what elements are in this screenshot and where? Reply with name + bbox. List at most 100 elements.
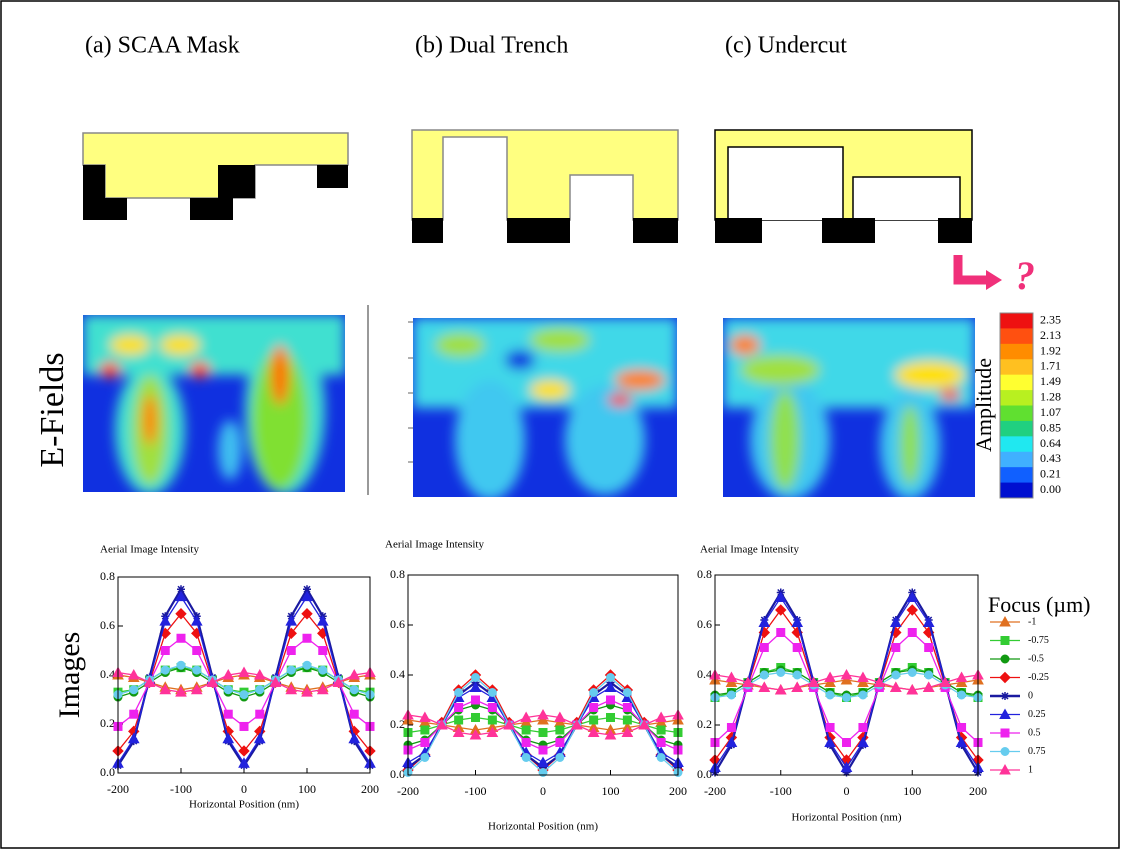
marker (287, 647, 295, 655)
colorbar-band (1000, 313, 1033, 329)
marker (556, 754, 564, 762)
x-tick-label: 100 (602, 784, 620, 798)
efield-map (723, 318, 975, 500)
marker (727, 691, 735, 699)
marker (859, 724, 867, 732)
marker (130, 686, 138, 694)
panel-title: (c) Undercut (725, 33, 847, 59)
colorbar-label: 1.71 (1040, 359, 1061, 373)
marker (1001, 729, 1009, 737)
legend-label: -1 (1028, 616, 1036, 627)
marker (522, 739, 530, 747)
plot-area (710, 589, 983, 777)
marker (472, 696, 480, 704)
marker (657, 726, 665, 734)
marker (607, 714, 615, 722)
colorbar-band (1000, 344, 1033, 360)
legend-label: 0.75 (1028, 746, 1046, 757)
marker (538, 710, 548, 719)
marker (924, 618, 934, 627)
marker (488, 704, 496, 712)
annotation: ? (1015, 253, 1035, 298)
marker (777, 669, 785, 677)
marker (239, 668, 249, 677)
marker (224, 686, 232, 694)
x-tick-label: 100 (298, 782, 316, 796)
legend-label: 0.25 (1028, 709, 1046, 720)
x-tick-label: 100 (903, 784, 921, 798)
marker (455, 716, 463, 724)
legend-label: 0.5 (1028, 727, 1041, 738)
chart-title: Aerial Image Intensity (100, 544, 199, 556)
colorbar-band (1000, 467, 1033, 483)
marker (792, 618, 802, 627)
figure: (a) SCAA Mask (b) Dual Trench (c) Underc… (0, 0, 1121, 850)
marker (240, 691, 248, 699)
marker (303, 634, 311, 642)
colorbar-label: 0.43 (1040, 451, 1061, 465)
colorbar-band (1000, 452, 1033, 468)
marker (590, 689, 598, 697)
x-tick-label: -200 (107, 782, 129, 796)
marker (842, 670, 852, 679)
marker (1001, 692, 1009, 700)
marker (843, 739, 851, 747)
marker (522, 754, 530, 762)
marker (130, 710, 138, 718)
y-tick-label: 0.0 (390, 767, 405, 781)
colorbar-label: 1.07 (1040, 405, 1061, 419)
marker (160, 616, 170, 625)
marker (925, 671, 933, 679)
marker (256, 686, 264, 694)
marker (539, 729, 547, 737)
chart-title: Aerial Image Intensity (700, 544, 799, 556)
marker (759, 618, 769, 627)
marker (607, 674, 615, 682)
mask-c (715, 130, 972, 243)
y-tick-label: 0.8 (100, 569, 115, 583)
colorbar-band (1000, 436, 1033, 452)
y-tick-label: 0.4 (390, 667, 405, 681)
marker (907, 605, 917, 615)
marker (193, 666, 201, 674)
colorbar-label: 2.35 (1040, 312, 1061, 326)
marker (256, 710, 264, 718)
marker (623, 689, 631, 697)
marker (240, 722, 248, 730)
marker (793, 671, 801, 679)
series-line (408, 683, 678, 768)
marker (350, 686, 358, 694)
colorbar-band (1000, 483, 1033, 499)
marker (607, 696, 615, 704)
marker (161, 647, 169, 655)
marker (455, 704, 463, 712)
panel-title: (b) Dual Trench (415, 33, 568, 59)
marker (793, 644, 801, 652)
row-label: E-Fields (34, 352, 71, 467)
marker (224, 710, 232, 718)
marker (539, 746, 547, 754)
marker (286, 616, 296, 625)
colorbar-label: 1.28 (1040, 390, 1061, 404)
colorbar-label: 1.49 (1040, 374, 1061, 388)
marker (760, 644, 768, 652)
marker (657, 754, 665, 762)
marker (556, 739, 564, 747)
x-tick-label: -100 (170, 782, 192, 796)
marker (590, 716, 598, 724)
marker (826, 691, 834, 699)
marker (623, 716, 631, 724)
marker (287, 666, 295, 674)
y-tick-label: 0.6 (390, 617, 405, 631)
marker (192, 616, 202, 625)
series-line (118, 597, 370, 764)
mask-a (83, 133, 348, 220)
colorbar-band (1000, 375, 1033, 391)
marker (590, 704, 598, 712)
plot-area (113, 585, 375, 769)
colorbar-band (1000, 390, 1033, 406)
marker (908, 629, 916, 637)
marker (303, 661, 311, 669)
series-line (715, 633, 978, 743)
marker (319, 666, 327, 674)
